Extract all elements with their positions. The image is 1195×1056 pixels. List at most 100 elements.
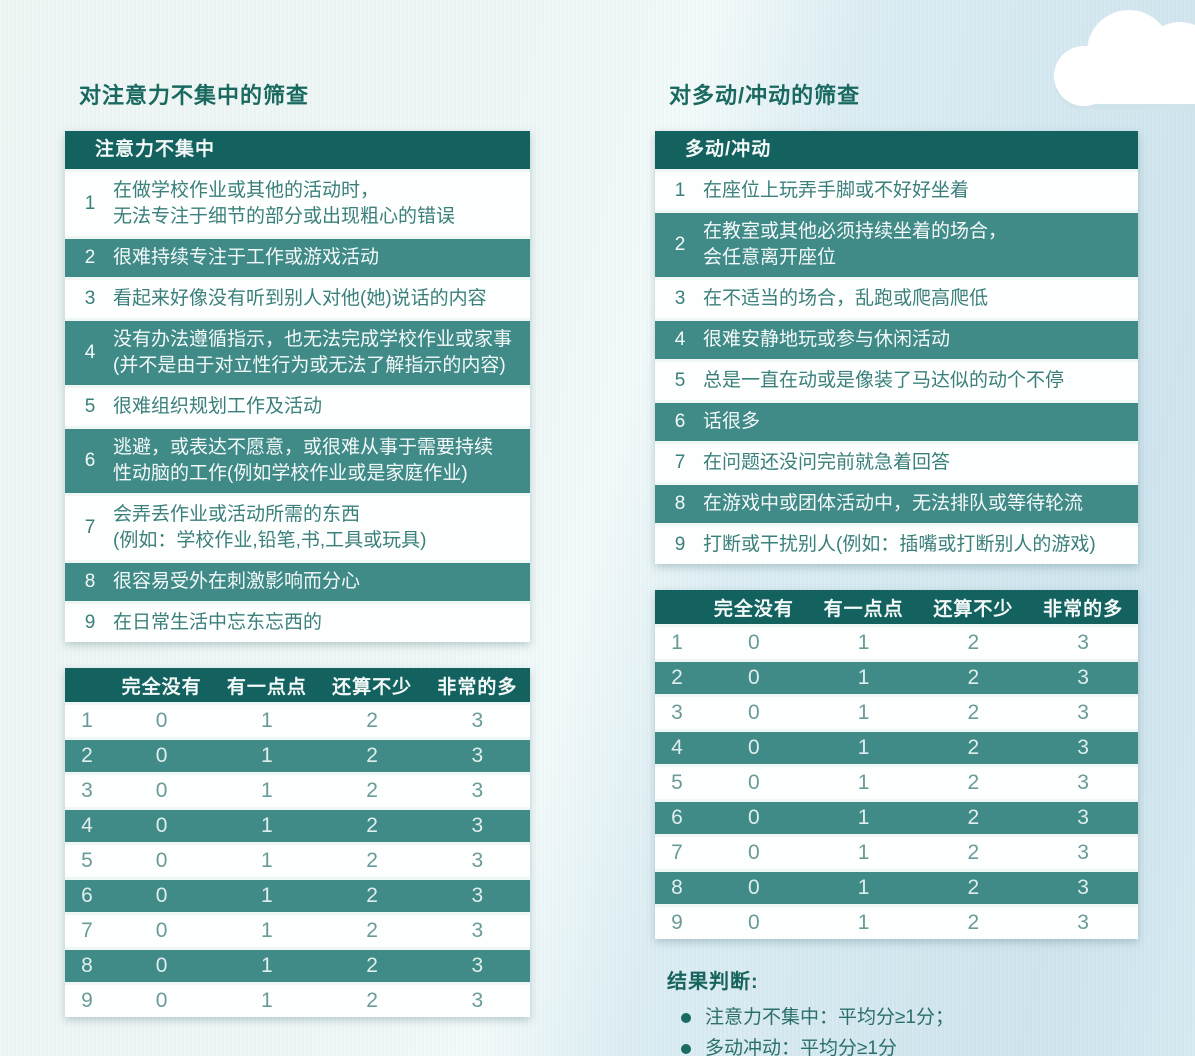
score-cell: 2 <box>967 841 980 864</box>
score-cell: 2 <box>967 736 980 759</box>
score-table-body: 1 0 1 2 3 2 0 1 2 3 <box>655 627 1138 939</box>
inattention-score-table: 完全没有 有一点点 还算不少 非常的多 1 0 1 2 3 2 <box>65 668 530 1017</box>
item-text: 在问题还没问完前就急着回答 <box>703 450 1130 476</box>
score-row: 4 0 1 2 3 <box>65 810 530 842</box>
item-number: 3 <box>674 288 686 309</box>
item-number: 3 <box>84 288 96 309</box>
item-number: 8 <box>674 493 686 514</box>
score-row: 3 0 1 2 3 <box>65 775 530 807</box>
score-header-cell: 有一点点 <box>226 676 307 698</box>
score-cell: 2 <box>967 666 980 689</box>
item-number: 6 <box>84 450 96 471</box>
score-cell: 2 <box>967 911 980 934</box>
score-row: 6 0 1 2 3 <box>655 802 1138 834</box>
item-text: 看起来好像没有听到别人对他(她)说话的内容 <box>113 286 522 312</box>
item-text: 在教室或其他必须持续坐着的场合， 会任意离开座位 <box>703 219 1130 271</box>
inattention-title: 对注意力不集中的筛查 <box>79 83 310 108</box>
item-text-line1: 在不适当的场合，乱跑或爬高爬低 <box>703 288 989 309</box>
item-text-line2: 性动脑的工作(例如学校作业或是家庭作业) <box>113 463 468 484</box>
result-bullet-list: 注意力不集中：平均分≥1分； 多动冲动：平均分≥1分 <box>667 1002 1138 1056</box>
item-text-line1: 打断或干扰别人(例如：插嘴或打断别人的游戏) <box>703 534 1096 555</box>
item-row: 4 很难安静地玩或参与休闲活动 <box>655 321 1138 359</box>
score-cell: 3 <box>471 744 484 767</box>
score-table-body: 1 0 1 2 3 2 0 1 2 3 <box>65 705 530 1017</box>
score-cell: 2 <box>366 954 378 977</box>
score-cell: 2 <box>967 771 980 794</box>
bullet-dot-icon <box>681 1012 691 1023</box>
score-cell: 1 <box>857 631 870 654</box>
score-row: 1 0 1 2 3 <box>65 705 530 737</box>
score-cell: 1 <box>261 779 273 802</box>
score-row-number: 1 <box>81 709 93 732</box>
item-text: 在座位上玩弄手脚或不好好坐着 <box>703 178 1130 204</box>
score-row-number: 3 <box>81 779 93 802</box>
score-row: 5 0 1 2 3 <box>65 845 530 877</box>
score-row: 8 0 1 2 3 <box>655 872 1138 904</box>
item-text-line1: 看起来好像没有听到别人对他(她)说话的内容 <box>113 288 487 309</box>
score-cell: 1 <box>857 771 870 794</box>
item-text: 会弄丢作业或活动所需的东西 (例如：学校作业,铅笔,书,工具或玩具) <box>113 502 522 554</box>
score-cell: 1 <box>261 954 273 977</box>
score-cell: 0 <box>748 736 760 759</box>
score-cell: 0 <box>748 771 760 794</box>
score-row: 2 0 1 2 3 <box>655 662 1138 694</box>
item-text-line2: (例如：学校作业,铅笔,书,工具或玩具) <box>113 530 427 551</box>
item-number: 5 <box>674 370 686 391</box>
score-cell: 3 <box>1077 806 1089 829</box>
score-cell: 0 <box>155 849 168 872</box>
cloud-icon <box>1054 10 1195 110</box>
score-row: 2 0 1 2 3 <box>65 740 530 772</box>
item-text: 很难持续专注于工作或游戏活动 <box>113 245 522 271</box>
item-text: 很容易受外在刺激影响而分心 <box>113 569 522 595</box>
score-row-number: 5 <box>671 771 683 794</box>
score-cell: 0 <box>155 989 168 1012</box>
score-cell: 3 <box>471 919 484 942</box>
item-row: 1 在座位上玩弄手脚或不好好坐着 <box>655 172 1138 210</box>
items-table-header: 注意力不集中 <box>65 131 530 169</box>
score-cell: 1 <box>261 709 273 732</box>
score-cell: 2 <box>366 814 378 837</box>
inattention-items-table: 注意力不集中 1 在做学校作业或其他的活动时， 无法专注于细节的部分或出现粗心的… <box>65 131 530 642</box>
score-row: 7 0 1 2 3 <box>655 837 1138 869</box>
item-row: 6 话很多 <box>655 403 1138 441</box>
score-row: 7 0 1 2 3 <box>65 915 530 947</box>
score-cell: 3 <box>471 709 484 732</box>
item-text-line1: 会弄丢作业或活动所需的东西 <box>113 504 361 525</box>
score-cell: 1 <box>857 806 870 829</box>
score-cell: 2 <box>366 709 378 732</box>
items-table-body: 1 在座位上玩弄手脚或不好好坐着 2 在教室或其他必须持续坐着的场合， 会任意离… <box>655 172 1138 564</box>
score-cell: 3 <box>471 884 484 907</box>
score-cell: 0 <box>748 911 760 934</box>
score-cell: 1 <box>857 736 870 759</box>
items-table-body: 1 在做学校作业或其他的活动时， 无法专注于细节的部分或出现粗心的错误 2 很难… <box>65 172 530 642</box>
score-cell: 3 <box>1077 771 1089 794</box>
item-text-line1: 很难安静地玩或参与休闲活动 <box>703 329 951 350</box>
score-cell: 2 <box>967 701 980 724</box>
score-row: 4 0 1 2 3 <box>655 732 1138 764</box>
score-cell: 2 <box>967 631 980 654</box>
item-text: 很难组织规划工作及活动 <box>113 394 522 420</box>
item-row: 2 在教室或其他必须持续坐着的场合， 会任意离开座位 <box>655 213 1138 277</box>
score-cell: 3 <box>1077 631 1089 654</box>
score-row-number: 9 <box>671 911 683 934</box>
score-cell: 0 <box>155 814 168 837</box>
result-section: 结果判断: 注意力不集中：平均分≥1分； 多动冲动：平均分≥1分 <box>655 965 1138 1056</box>
item-text: 很难安静地玩或参与休闲活动 <box>703 327 1130 353</box>
score-cell: 2 <box>366 884 378 907</box>
hyperactivity-score-table: 完全没有 有一点点 还算不少 非常的多 1 0 1 2 3 2 <box>655 590 1138 939</box>
item-number: 9 <box>84 612 96 633</box>
item-text-line2: (并不是由于对立性行为或无法了解指示的内容) <box>113 355 506 376</box>
item-number: 4 <box>84 342 96 363</box>
item-text: 在游戏中或团体活动中，无法排队或等待轮流 <box>703 491 1130 517</box>
item-text: 没有办法遵循指示，也无法完成学校作业或家事 (并不是由于对立性行为或无法了解指示… <box>113 327 522 379</box>
item-text-line1: 逃避，或表达不愿意，或很难从事于需要持续 <box>113 437 494 458</box>
score-cell: 0 <box>748 631 760 654</box>
item-row: 5 很难组织规划工作及活动 <box>65 388 530 426</box>
item-row: 3 在不适当的场合，乱跑或爬高爬低 <box>655 280 1138 318</box>
item-row: 2 很难持续专注于工作或游戏活动 <box>65 239 530 277</box>
score-cell: 0 <box>155 919 168 942</box>
score-cell: 0 <box>748 806 760 829</box>
score-cell: 1 <box>261 919 273 942</box>
score-cell: 1 <box>261 884 273 907</box>
score-cell: 1 <box>857 911 870 934</box>
